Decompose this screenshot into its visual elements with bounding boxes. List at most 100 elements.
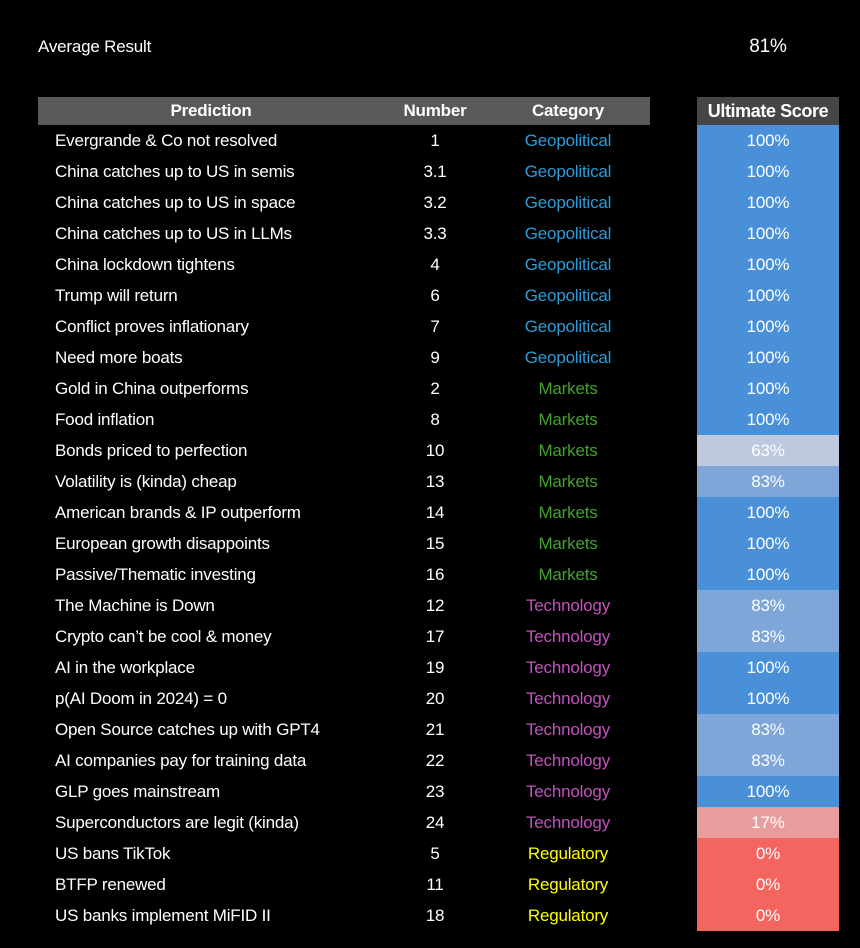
prediction-cell: Conflict proves inflationary xyxy=(55,316,249,336)
number-cell: 10 xyxy=(425,440,445,460)
category-cell: Regulatory xyxy=(527,905,609,925)
table-row: China catches up to US in space 3.2 Geop… xyxy=(0,187,860,218)
prediction-cell: The Machine is Down xyxy=(55,595,215,615)
table-header-row: Prediction Number Category Ultimate Scor… xyxy=(0,97,860,125)
ultimate-score-column-header: Ultimate Score xyxy=(697,97,839,125)
prediction-cell: Open Source catches up with GPT4 xyxy=(55,719,320,739)
number-cell: 21 xyxy=(425,719,445,739)
prediction-cell: Superconductors are legit (kinda) xyxy=(55,812,299,832)
category-cell: Technology xyxy=(525,595,610,615)
category-cell: Geopolitical xyxy=(524,161,612,181)
prediction-cell: Volatility is (kinda) cheap xyxy=(55,471,237,491)
category-cell: Regulatory xyxy=(527,874,609,894)
category-cell: Technology xyxy=(525,688,610,708)
score-cell: 100% xyxy=(697,528,839,559)
prediction-cell: Need more boats xyxy=(55,347,183,367)
score-cell: 100% xyxy=(697,249,839,280)
prediction-cell: Food inflation xyxy=(55,409,155,429)
prediction-cell: BTFP renewed xyxy=(55,874,166,894)
category-column-header: Category xyxy=(531,101,605,120)
score-cell: 100% xyxy=(697,404,839,435)
prediction-cell: AI companies pay for training data xyxy=(55,750,307,770)
score-cell: 83% xyxy=(697,714,839,745)
prediction-cell: Crypto can’t be cool & money xyxy=(55,626,272,646)
prediction-cell: US banks implement MiFID II xyxy=(55,905,271,925)
prediction-cell: China catches up to US in semis xyxy=(55,161,295,181)
category-cell: Geopolitical xyxy=(524,347,612,367)
category-cell: Markets xyxy=(538,502,598,522)
table-row: GLP goes mainstream 23 Technology 100% xyxy=(0,776,860,807)
number-cell: 18 xyxy=(425,905,445,925)
table-row: AI companies pay for training data 22 Te… xyxy=(0,745,860,776)
prediction-cell: GLP goes mainstream xyxy=(55,781,221,801)
table-row: European growth disappoints 15 Markets 1… xyxy=(0,528,860,559)
number-cell: 23 xyxy=(425,781,445,801)
table-row: American brands & IP outperform 14 Marke… xyxy=(0,497,860,528)
table-row: Superconductors are legit (kinda) 24 Tec… xyxy=(0,807,860,838)
score-cell: 0% xyxy=(697,838,839,869)
category-cell: Geopolitical xyxy=(524,285,612,305)
number-cell: 20 xyxy=(425,688,445,708)
number-cell: 22 xyxy=(425,750,445,770)
number-cell: 4 xyxy=(430,254,440,274)
category-cell: Markets xyxy=(538,564,598,584)
category-cell: Geopolitical xyxy=(524,316,612,336)
category-cell: Geopolitical xyxy=(524,223,612,243)
category-cell: Markets xyxy=(538,378,598,398)
score-cell: 100% xyxy=(697,218,839,249)
table-row: China catches up to US in semis 3.1 Geop… xyxy=(0,156,860,187)
score-cell: 100% xyxy=(697,156,839,187)
number-cell: 2 xyxy=(430,378,440,398)
number-cell: 16 xyxy=(425,564,445,584)
category-cell: Technology xyxy=(525,750,610,770)
score-cell: 83% xyxy=(697,621,839,652)
prediction-cell: AI in the workplace xyxy=(55,657,195,677)
category-cell: Regulatory xyxy=(527,843,609,863)
score-cell: 100% xyxy=(697,187,839,218)
table-row: Gold in China outperforms 2 Markets 100% xyxy=(0,373,860,404)
number-cell: 11 xyxy=(426,874,444,894)
score-cell: 100% xyxy=(697,776,839,807)
score-cell: 100% xyxy=(697,373,839,404)
category-cell: Geopolitical xyxy=(524,130,612,150)
table-row: Bonds priced to perfection 10 Markets 63… xyxy=(0,435,860,466)
prediction-cell: Passive/Thematic investing xyxy=(55,564,256,584)
table-row: Volatility is (kinda) cheap 13 Markets 8… xyxy=(0,466,860,497)
score-cell: 0% xyxy=(697,900,839,931)
score-cell: 83% xyxy=(697,466,839,497)
score-cell: 100% xyxy=(697,497,839,528)
score-cell: 17% xyxy=(697,807,839,838)
table-row: China lockdown tightens 4 Geopolitical 1… xyxy=(0,249,860,280)
category-cell: Markets xyxy=(538,533,598,553)
table-row: Need more boats 9 Geopolitical 100% xyxy=(0,342,860,373)
table-row: Open Source catches up with GPT4 21 Tech… xyxy=(0,714,860,745)
table-row: Passive/Thematic investing 16 Markets 10… xyxy=(0,559,860,590)
table-row: BTFP renewed 11 Regulatory 0% xyxy=(0,869,860,900)
category-cell: Technology xyxy=(525,781,610,801)
prediction-cell: p(AI Doom in 2024) = 0 xyxy=(55,688,227,708)
score-cell: 100% xyxy=(697,342,839,373)
number-cell: 24 xyxy=(425,812,445,832)
category-cell: Technology xyxy=(525,812,610,832)
prediction-cell: Trump will return xyxy=(55,285,178,305)
score-cell: 83% xyxy=(697,590,839,621)
category-cell: Technology xyxy=(525,657,610,677)
prediction-cell: China lockdown tightens xyxy=(55,254,235,274)
table-row: US banks implement MiFID II 18 Regulator… xyxy=(0,900,860,931)
number-cell: 9 xyxy=(430,347,440,367)
number-cell: 12 xyxy=(425,595,445,615)
average-result-value: 81% xyxy=(749,36,787,57)
table-row: AI in the workplace 19 Technology 100% xyxy=(0,652,860,683)
prediction-cell: US bans TikTok xyxy=(55,843,171,863)
number-column-header: Number xyxy=(403,101,467,120)
number-cell: 14 xyxy=(425,502,445,522)
category-cell: Markets xyxy=(538,440,598,460)
score-cell: 83% xyxy=(697,745,839,776)
table-row: p(AI Doom in 2024) = 0 20 Technology 100… xyxy=(0,683,860,714)
number-cell: 5 xyxy=(430,843,440,863)
number-cell: 3.3 xyxy=(423,223,447,243)
category-cell: Markets xyxy=(538,409,598,429)
category-cell: Markets xyxy=(538,471,598,491)
summary-bar: Average Result 81% xyxy=(0,36,860,59)
